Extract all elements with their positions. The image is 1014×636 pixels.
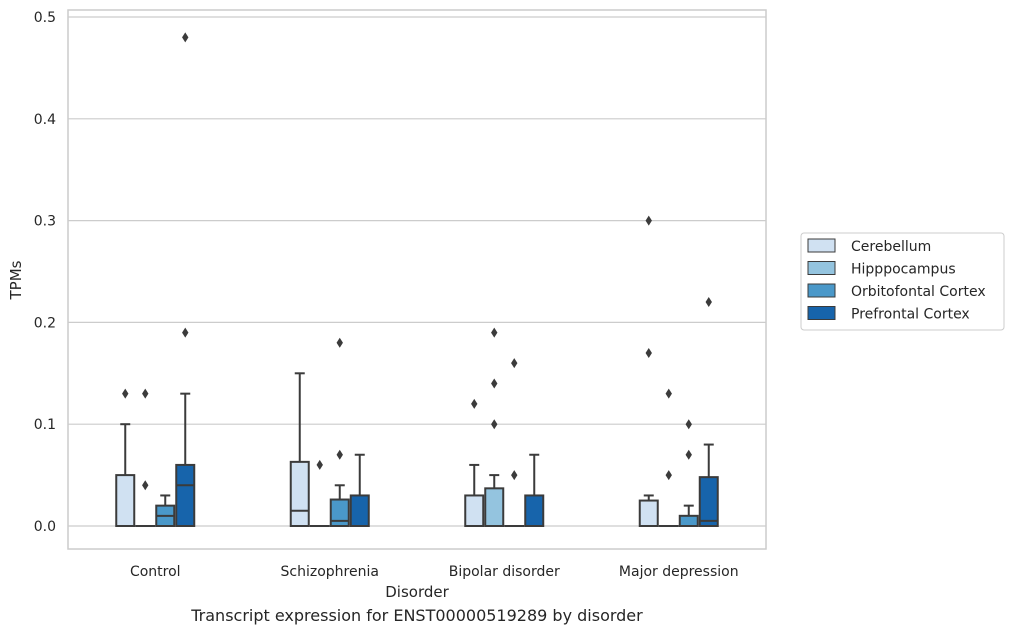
outlier-point [336,337,343,348]
box-body [329,498,350,528]
box-cerebellum-1 [289,372,310,527]
box-cerebellum-2 [464,398,485,527]
y-tick-label: 0.2 [34,315,56,331]
box-body [175,463,196,528]
y-tick-label: 0.0 [34,519,56,535]
y-axis-label: TPMs [7,260,25,300]
box-series [115,32,719,528]
box-hipppocampus-3 [658,388,679,528]
outlier-point [685,449,692,460]
outlier-point [665,470,672,481]
outlier-point [142,388,149,399]
box-prefrontal-cortex-3 [698,297,719,527]
outlier-point [491,327,498,338]
box-hipppocampus-0 [135,388,156,528]
x-tick-label: Major depression [619,564,739,580]
box-body [698,476,719,527]
box-prefrontal-cortex-2 [524,453,545,527]
box-hipppocampus-1 [309,459,330,528]
outlier-point [336,449,343,460]
outlier-point [316,459,323,470]
box-body [464,494,485,527]
box-cerebellum-0 [115,388,136,528]
box-body [484,487,505,528]
box-hipppocampus-2 [484,327,505,528]
legend-label: Hipppocampus [851,262,956,278]
outlier-point [491,419,498,430]
outlier-point [645,347,652,358]
plot-area-frame [67,9,767,550]
box-orbitofontal-cortex-1 [329,337,350,528]
box-body [678,514,699,528]
y-tick-label: 0.3 [34,214,56,230]
y-tick-label: 0.1 [34,417,56,433]
legend-swatch [807,261,836,275]
box-orbitofontal-cortex-0 [155,494,176,528]
legend-swatch [807,238,836,253]
box-cerebellum-3 [638,215,659,527]
outlier-point [705,297,712,308]
outlier-point [511,358,518,369]
outlier-point [511,470,518,481]
figure-caption: Transcript expression for ENST0000051928… [191,606,643,625]
outlier-point [471,398,478,409]
legend-swatch [807,283,836,298]
box-orbitofontal-cortex-2 [504,358,525,528]
legend-label: Orbitofontal Cortex [851,284,986,300]
x-tick-label: Bipolar disorder [449,564,560,580]
y-tick-label: 0.4 [34,112,56,128]
legend-label: Cerebellum [851,239,931,255]
box-body [349,494,370,527]
legend: Cerebellum Hipppocampus Orbitofontal Corte… [800,232,1005,331]
x-tick-label: Schizophrenia [281,564,379,580]
x-tick-labels: Control Schizophrenia Bipolar disorder Majo… [130,564,739,580]
box-body [638,499,659,527]
outlier-point [665,388,672,399]
x-axis-label: Disorder [385,583,449,601]
box-body [524,494,545,527]
box-body [115,474,136,528]
legend-frame [800,232,1005,331]
y-tick-labels: 0.0 0.1 0.2 0.3 0.4 0.5 [34,10,56,535]
outlier-point [645,215,652,226]
x-tick-label: Control [130,564,181,580]
outlier-point [182,327,189,338]
box-prefrontal-cortex-1 [349,453,370,527]
legend-label: Prefrontal Cortex [851,307,970,323]
outlier-point [182,32,189,43]
legend-swatch [807,306,836,320]
y-tick-label: 0.5 [34,10,56,26]
box-prefrontal-cortex-0 [175,32,196,528]
outlier-point [142,480,149,491]
outlier-point [491,378,498,389]
outlier-point [122,388,129,399]
box-orbitofontal-cortex-3 [678,419,699,528]
grid-lines [68,16,766,527]
box-body [289,460,310,527]
outlier-point [685,419,692,430]
